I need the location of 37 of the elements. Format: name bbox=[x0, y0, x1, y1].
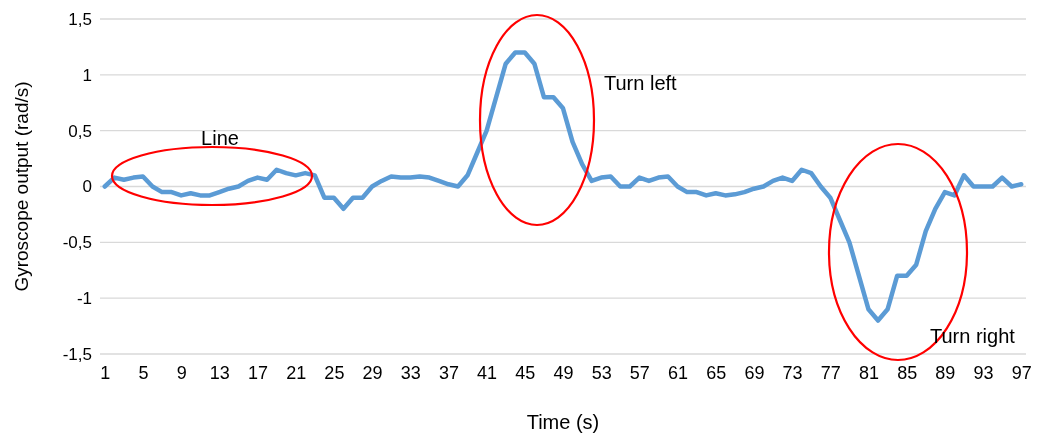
x-tick-label: 45 bbox=[515, 362, 536, 383]
y-tick-label: 1,5 bbox=[68, 9, 92, 29]
x-tick-label: 89 bbox=[935, 362, 956, 383]
x-tick-label: 93 bbox=[973, 362, 994, 383]
x-tick-label: 73 bbox=[782, 362, 803, 383]
annotation: Line bbox=[201, 127, 239, 149]
x-tick-label: 1 bbox=[100, 362, 111, 383]
x-tick-label: 53 bbox=[591, 362, 612, 383]
x-tick-label: 49 bbox=[553, 362, 574, 383]
x-tick-label: 29 bbox=[362, 362, 383, 383]
y-tick-label: -0,5 bbox=[62, 233, 92, 253]
line-series bbox=[102, 50, 1024, 323]
x-tick-label: 37 bbox=[438, 362, 459, 383]
x-axis-title: Time (s) bbox=[526, 411, 600, 433]
x-tick-label: 61 bbox=[668, 362, 689, 383]
x-tick-label: 57 bbox=[629, 362, 650, 383]
x-tick-label: 77 bbox=[820, 362, 841, 383]
y-tick-label: 1 bbox=[82, 65, 92, 85]
x-tick-label: 13 bbox=[209, 362, 230, 383]
x-tick-label: 21 bbox=[286, 362, 307, 383]
annotation: Turn left bbox=[604, 72, 678, 94]
x-tick-label: 85 bbox=[897, 362, 918, 383]
x-tick-label: 81 bbox=[858, 362, 879, 383]
y-tick-label: 0 bbox=[82, 177, 92, 197]
x-tick-label: 33 bbox=[400, 362, 421, 383]
y-tick-label: 0,5 bbox=[68, 121, 92, 141]
x-tick-label: 41 bbox=[477, 362, 498, 383]
y-axis-title: Gyroscope output (rad/s) bbox=[11, 81, 32, 292]
y-tick-label: -1 bbox=[76, 289, 92, 309]
y-tick-label: -1,5 bbox=[62, 344, 92, 364]
x-tick-label: 9 bbox=[176, 362, 187, 383]
x-tick-label: 25 bbox=[324, 362, 345, 383]
x-tick-label: 17 bbox=[248, 362, 269, 383]
x-tick-label: 97 bbox=[1011, 362, 1032, 383]
x-tick-label: 65 bbox=[706, 362, 727, 383]
x-tick-label: 5 bbox=[138, 362, 149, 383]
x-tick-label: 69 bbox=[744, 362, 765, 383]
